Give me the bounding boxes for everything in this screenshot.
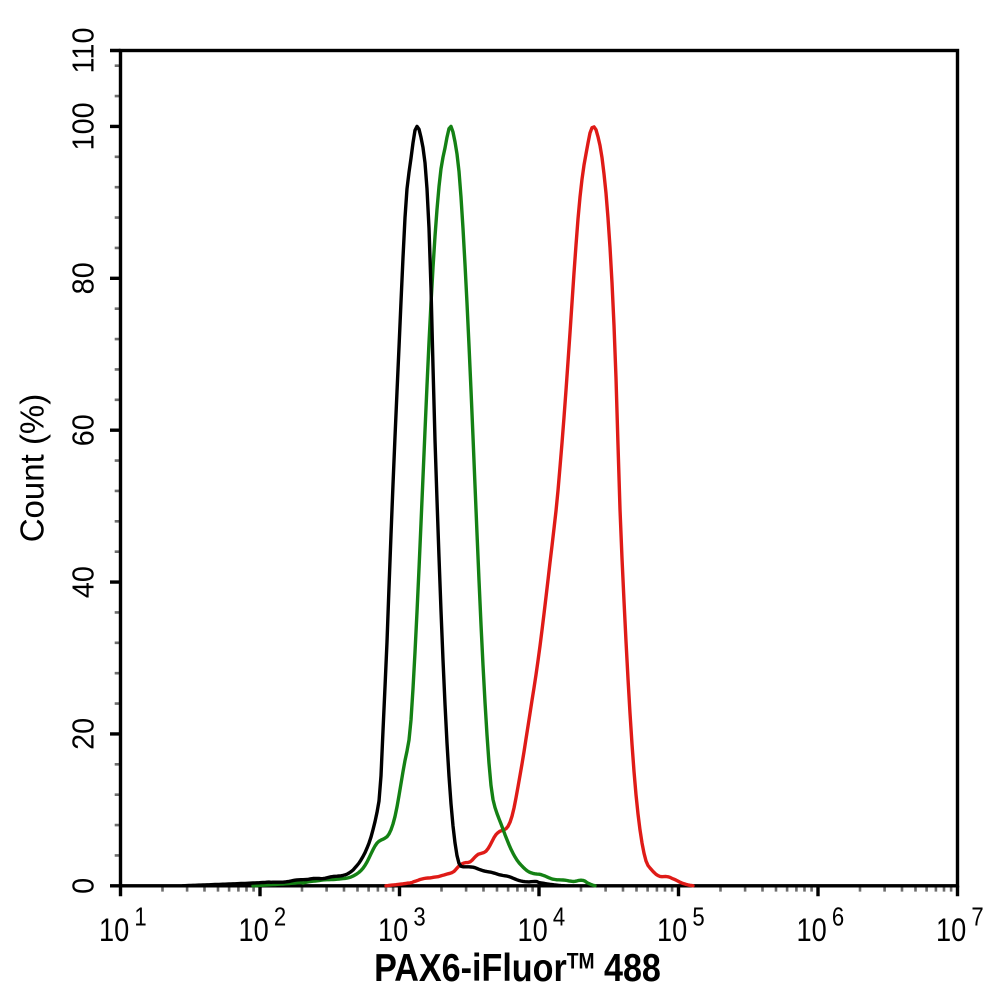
svg-text:40: 40 bbox=[67, 566, 101, 598]
svg-text:80: 80 bbox=[67, 262, 101, 294]
svg-text:110: 110 bbox=[67, 28, 101, 74]
svg-text:20: 20 bbox=[67, 718, 101, 750]
svg-text:60: 60 bbox=[67, 414, 101, 446]
svg-text:100: 100 bbox=[67, 102, 101, 150]
svg-text:0: 0 bbox=[67, 878, 101, 894]
svg-text:Count (%): Count (%) bbox=[14, 394, 51, 543]
svg-text:PAX6-iFluorTM 488: PAX6-iFluorTM 488 bbox=[374, 946, 661, 990]
